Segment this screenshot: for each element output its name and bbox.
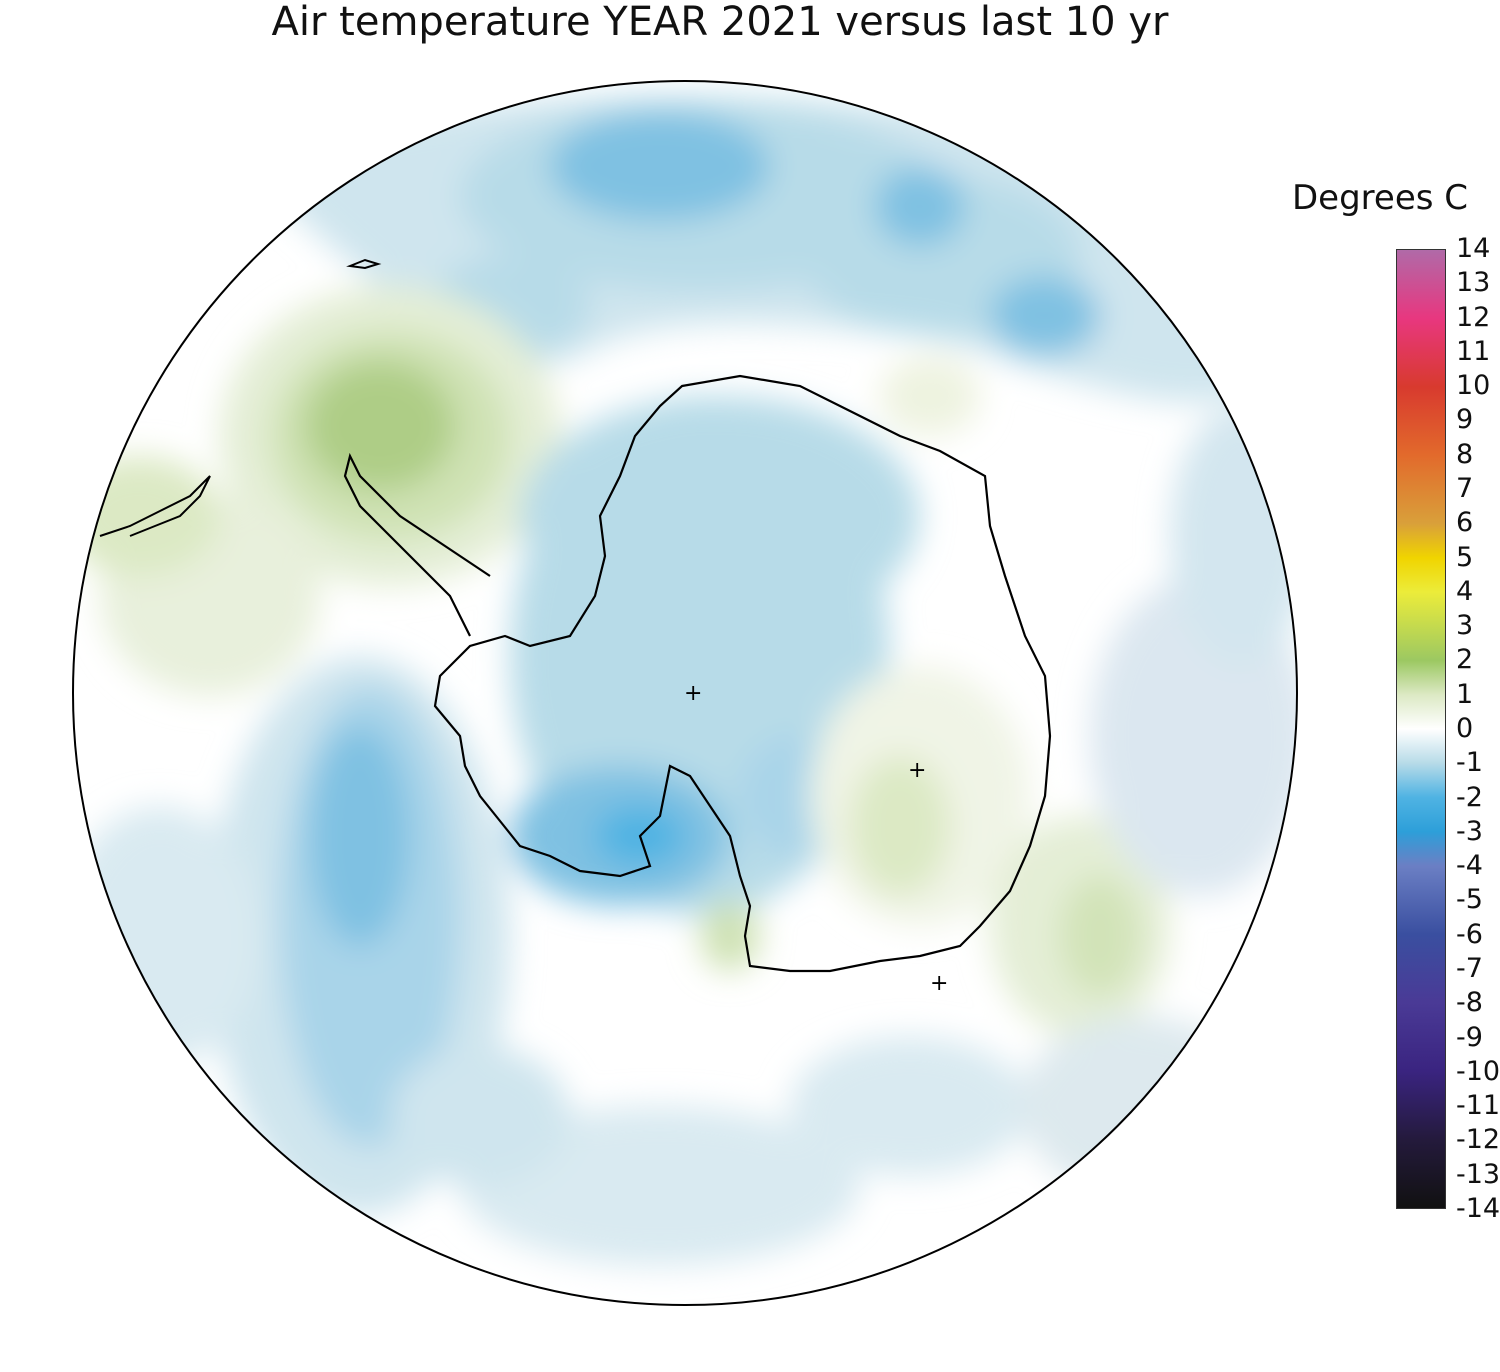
station-marker: +	[930, 971, 949, 996]
colorbar-tick-label: 13	[1456, 267, 1491, 299]
antarctic-peninsula	[343, 452, 491, 637]
colorbar-tick-label: -8	[1456, 987, 1483, 1019]
station-marker: +	[684, 681, 703, 706]
colorbar-tick-label: -3	[1456, 815, 1483, 847]
colorbar-tick-label: -13	[1456, 1158, 1500, 1190]
island-outline	[346, 258, 382, 270]
map-boundary-circle	[72, 80, 1298, 1306]
colorbar-tick-label: -1	[1456, 747, 1483, 779]
colorbar-tick-label: -11	[1456, 1090, 1500, 1122]
colorbar-tick-label: 7	[1456, 473, 1474, 504]
colorbar-tick-label: 2	[1456, 644, 1474, 676]
colorbar-tick-label: -5	[1456, 884, 1483, 916]
colorbar-tick-label: -10	[1456, 1055, 1500, 1087]
colorbar-tick-label: -7	[1456, 953, 1483, 984]
antarctica-coastline	[433, 374, 1052, 973]
colorbar-tick-label: 3	[1456, 610, 1474, 642]
south-america-coast	[99, 475, 211, 537]
colorbar-tick-label: 11	[1456, 335, 1491, 367]
colorbar-tick-label: 14	[1456, 233, 1491, 264]
polar-temperature-map	[72, 80, 1298, 1306]
colorbar	[1396, 249, 1446, 1209]
colorbar-tick-label: 12	[1456, 301, 1491, 333]
colorbar-tick-label: 5	[1456, 541, 1474, 573]
colorbar-title: Degrees C	[1292, 178, 1469, 218]
colorbar-tick-label: -9	[1456, 1021, 1483, 1053]
colorbar-tick-label: -6	[1456, 918, 1483, 950]
colorbar-tick-label: 9	[1456, 404, 1474, 436]
station-marker: +	[908, 758, 927, 783]
colorbar-tick-label: 8	[1456, 438, 1474, 470]
map-title: Air temperature YEAR 2021 versus last 10…	[271, 0, 1169, 45]
colorbar-tick-label: -12	[1456, 1124, 1500, 1156]
colorbar-tick-label: 0	[1456, 713, 1474, 744]
colorbar-tick-label: 1	[1456, 678, 1474, 710]
colorbar-tick-label: 4	[1456, 575, 1474, 607]
colorbar-tick-label: 10	[1456, 370, 1491, 402]
colorbar-tick-labels: 14 13 12 11 10 9 8 7 6 5 4 3 2 1 0 -1 -2 -3 -4 -5 -6 -7 -8 -9 -1…	[1456, 0, 1500, 1372]
colorbar-tick-label: -2	[1456, 781, 1483, 813]
colorbar-tick-label: 6	[1456, 507, 1474, 539]
anomaly-field	[73, 81, 1297, 1305]
colorbar-tick-label: -14	[1456, 1193, 1500, 1224]
colorbar-tick-label: -4	[1456, 850, 1483, 882]
